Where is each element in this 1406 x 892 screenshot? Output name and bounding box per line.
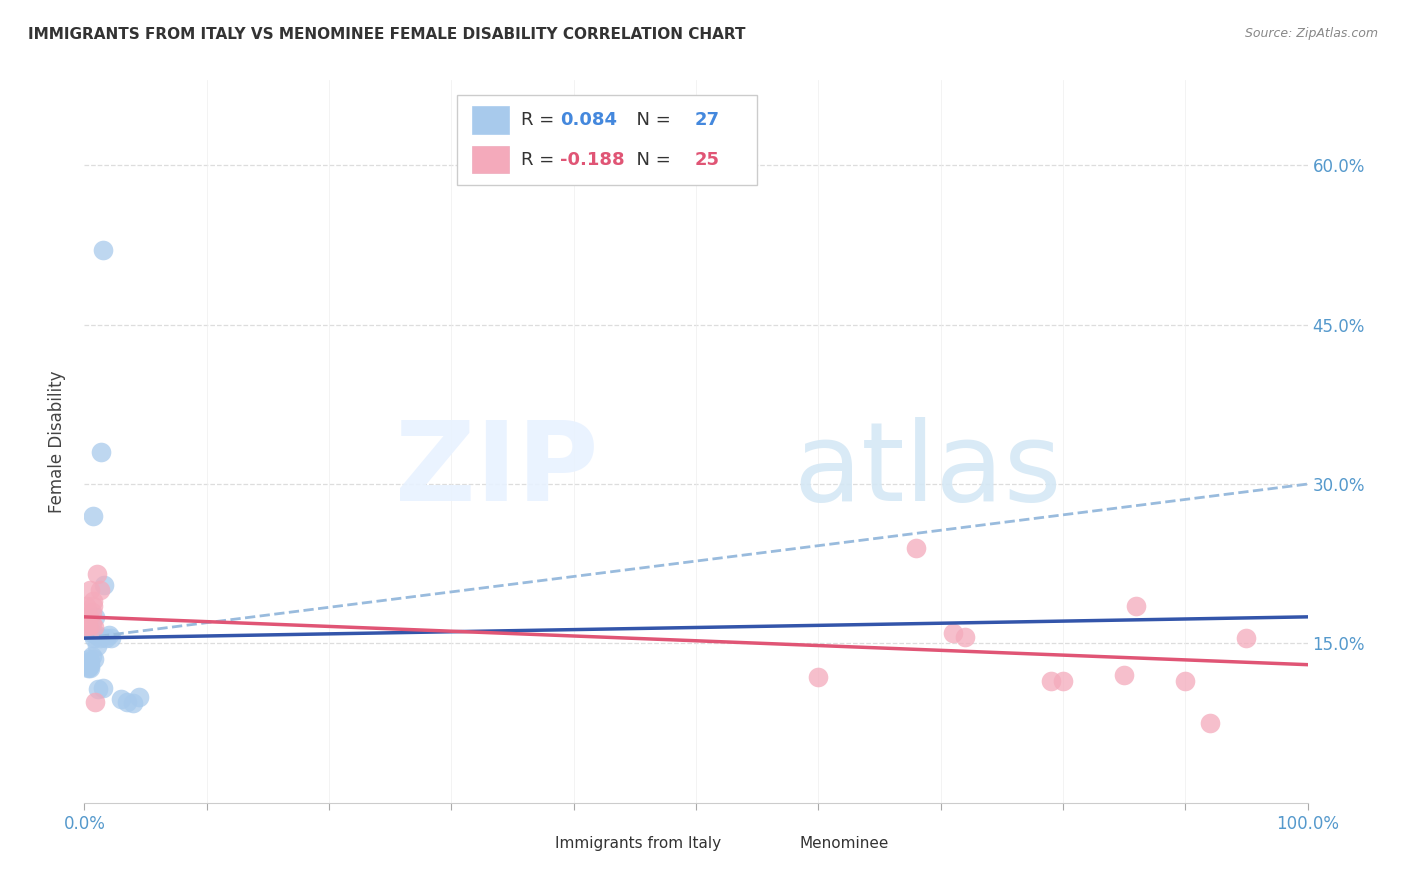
Point <box>115 695 138 709</box>
Point <box>1052 673 1074 688</box>
Text: Menominee: Menominee <box>800 836 890 851</box>
Point <box>83 620 105 634</box>
Point <box>77 661 100 675</box>
Point <box>79 657 101 672</box>
Text: Source: ZipAtlas.com: Source: ZipAtlas.com <box>1244 27 1378 40</box>
Point <box>80 605 103 619</box>
Point <box>96 631 118 645</box>
Text: Immigrants from Italy: Immigrants from Italy <box>555 836 721 851</box>
Point <box>76 620 98 634</box>
FancyBboxPatch shape <box>472 106 509 134</box>
Point <box>77 652 100 666</box>
FancyBboxPatch shape <box>524 834 550 852</box>
Point <box>953 630 976 644</box>
Point <box>86 567 108 582</box>
Point <box>82 599 104 614</box>
Y-axis label: Female Disability: Female Disability <box>48 370 66 513</box>
Point <box>75 599 97 614</box>
Text: R =: R = <box>522 151 560 169</box>
Point <box>77 660 100 674</box>
Point <box>128 690 150 704</box>
Text: -0.188: -0.188 <box>560 151 624 169</box>
Point <box>86 639 108 653</box>
Text: ZIP: ZIP <box>395 417 598 524</box>
Point <box>80 649 103 664</box>
Point <box>97 628 120 642</box>
Text: N =: N = <box>626 151 676 169</box>
FancyBboxPatch shape <box>769 834 794 852</box>
Point <box>93 578 115 592</box>
Point <box>77 610 100 624</box>
Point <box>80 625 103 640</box>
Text: 25: 25 <box>695 151 720 169</box>
Point <box>110 691 132 706</box>
Point <box>77 657 100 672</box>
Text: atlas: atlas <box>794 417 1063 524</box>
Point <box>80 617 103 632</box>
Point <box>79 583 101 598</box>
Point <box>91 681 114 695</box>
Point <box>77 620 100 634</box>
Point <box>122 696 145 710</box>
Point <box>83 652 105 666</box>
Point <box>83 631 105 645</box>
Point <box>90 445 112 459</box>
Point <box>1039 673 1062 688</box>
Point <box>79 655 101 669</box>
Point <box>1236 631 1258 645</box>
Point <box>77 610 100 624</box>
Point <box>91 244 114 258</box>
Point <box>89 631 111 645</box>
Point <box>807 670 830 684</box>
Point <box>82 594 104 608</box>
Point <box>87 682 110 697</box>
Point <box>84 610 107 624</box>
Point <box>942 625 965 640</box>
Point <box>86 628 108 642</box>
Point <box>79 661 101 675</box>
Text: N =: N = <box>626 111 676 129</box>
Point <box>84 695 107 709</box>
Point <box>100 631 122 645</box>
Text: IMMIGRANTS FROM ITALY VS MENOMINEE FEMALE DISABILITY CORRELATION CHART: IMMIGRANTS FROM ITALY VS MENOMINEE FEMAL… <box>28 27 745 42</box>
Point <box>1174 673 1197 688</box>
Text: 0.084: 0.084 <box>560 111 617 129</box>
Point <box>1198 716 1220 731</box>
Text: R =: R = <box>522 111 560 129</box>
Point <box>89 583 111 598</box>
Point <box>905 541 928 555</box>
Text: 27: 27 <box>695 111 720 129</box>
Point <box>1125 599 1147 614</box>
FancyBboxPatch shape <box>457 95 758 185</box>
Point <box>1114 668 1136 682</box>
FancyBboxPatch shape <box>472 146 509 173</box>
Point <box>82 508 104 523</box>
